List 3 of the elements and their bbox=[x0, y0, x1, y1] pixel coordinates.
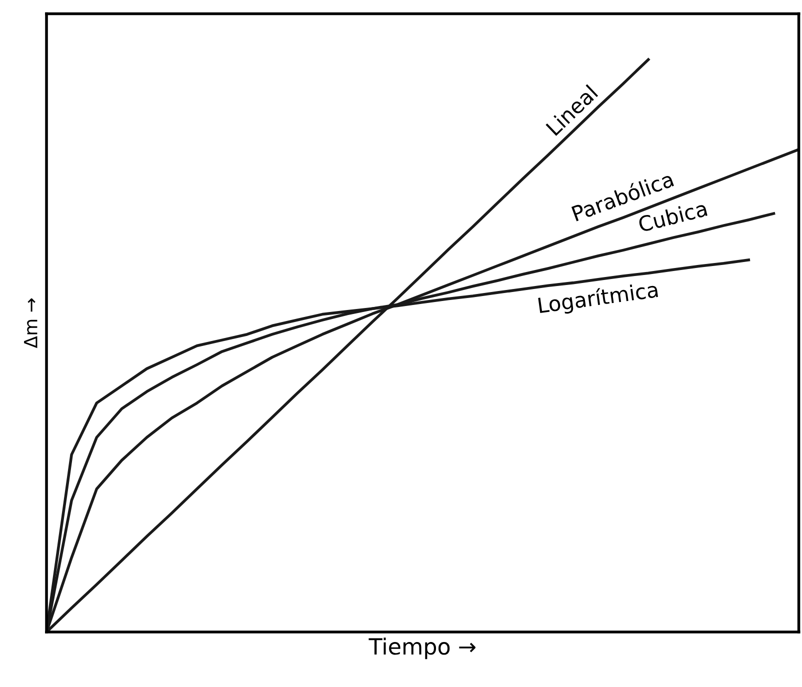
y-axis-title: Δm → bbox=[24, 298, 38, 348]
text: Logarítmica bbox=[538, 280, 659, 318]
x-axis-title: Tiempo → bbox=[368, 638, 476, 660]
